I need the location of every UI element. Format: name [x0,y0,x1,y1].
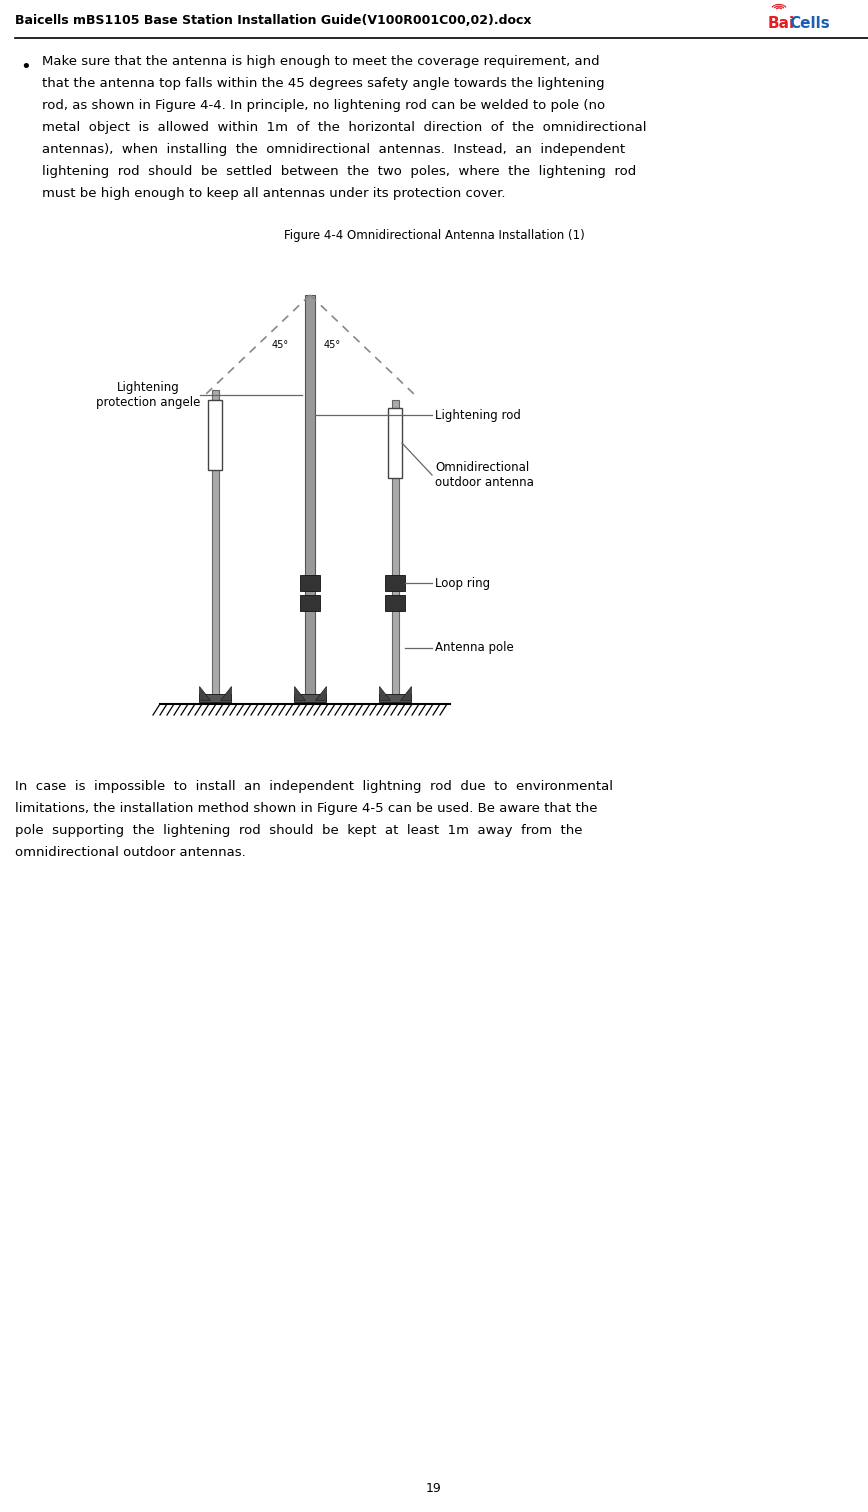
Text: Baicells mBS1105 Base Station Installation Guide(V100R001C00,02).docx: Baicells mBS1105 Base Station Installati… [15,14,531,27]
Bar [385,596,405,611]
Text: In  case  is  impossible  to  install  an  independent  lightning  rod  due  to : In case is impossible to install an inde… [15,780,613,792]
Bar [385,575,405,591]
Bar [199,694,231,702]
Bar [300,575,320,591]
Polygon shape [400,686,411,700]
Bar [212,390,219,700]
Text: antennas),  when  installing  the  omnidirectional  antennas.  Instead,  an  ind: antennas), when installing the omnidirec… [42,144,625,156]
Text: 45°: 45° [272,340,288,349]
Text: Lightening
protection angele: Lightening protection angele [95,381,201,410]
Polygon shape [379,686,390,700]
Text: pole  supporting  the  lightening  rod  should  be  kept  at  least  1m  away  f: pole supporting the lightening rod shoul… [15,824,582,838]
Polygon shape [199,686,210,700]
Polygon shape [315,686,326,700]
Text: Figure 4-4 Omnidirectional Antenna Installation (1): Figure 4-4 Omnidirectional Antenna Insta… [284,228,584,242]
Text: Loop ring: Loop ring [435,576,490,590]
Text: must be high enough to keep all antennas under its protection cover.: must be high enough to keep all antennas… [42,187,505,200]
Text: Make sure that the antenna is high enough to meet the coverage requirement, and: Make sure that the antenna is high enoug… [42,54,600,68]
Bar [391,401,398,700]
Text: Omnidirectional
outdoor antenna: Omnidirectional outdoor antenna [435,461,534,488]
Text: •: • [20,57,30,76]
Text: 19: 19 [426,1482,442,1495]
Bar [388,408,402,478]
Bar [305,295,315,700]
Text: rod, as shown in Figure 4-4. In principle, no lightening rod can be welded to po: rod, as shown in Figure 4-4. In principl… [42,98,605,112]
Text: omnidirectional outdoor antennas.: omnidirectional outdoor antennas. [15,847,246,859]
Text: that the antenna top falls within the 45 degrees safety angle towards the lighte: that the antenna top falls within the 45… [42,77,605,91]
Bar [208,401,222,470]
Text: Cells: Cells [789,17,830,32]
Text: limitations, the installation method shown in Figure 4-5 can be used. Be aware t: limitations, the installation method sho… [15,801,597,815]
Text: metal  object  is  allowed  within  1m  of  the  horizontal  direction  of  the : metal object is allowed within 1m of the… [42,121,647,135]
Text: Lightening rod: Lightening rod [435,408,521,422]
Text: lightening  rod  should  be  settled  between  the  two  poles,  where  the  lig: lightening rod should be settled between… [42,165,636,178]
Polygon shape [294,686,305,700]
Bar [294,694,326,702]
Bar [300,596,320,611]
Polygon shape [220,686,231,700]
Text: 45°: 45° [324,340,340,349]
Text: Antenna pole: Antenna pole [435,641,514,655]
Text: Bai: Bai [768,17,795,32]
Bar [379,694,411,702]
